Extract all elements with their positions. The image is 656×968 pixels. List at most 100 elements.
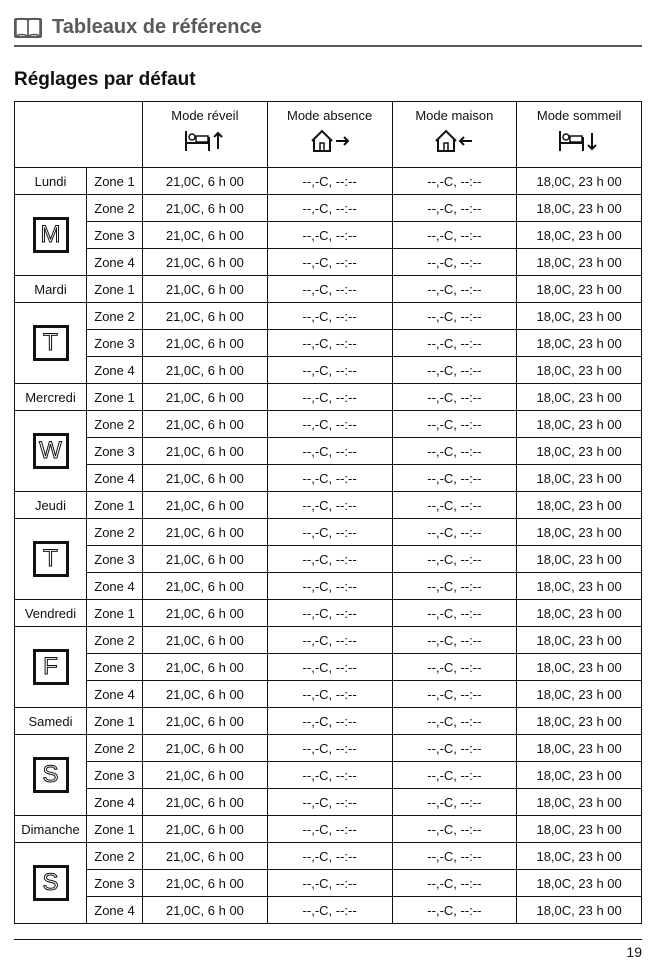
cell-sleep: 18,0C, 23 h 00 <box>517 438 642 465</box>
table-row: Zone 321,0C, 6 h 00--,-C, --:----,-C, --… <box>15 870 642 897</box>
cell-home: --,-C, --:-- <box>392 168 517 195</box>
cell-away: --,-C, --:-- <box>267 249 392 276</box>
mode-header: Mode sommeil <box>517 102 642 168</box>
cell-away: --,-C, --:-- <box>267 789 392 816</box>
cell-home: --,-C, --:-- <box>392 843 517 870</box>
zone-label: Zone 3 <box>87 330 143 357</box>
zone-label: Zone 4 <box>87 897 143 924</box>
zone-label: Zone 4 <box>87 681 143 708</box>
cell-away: --,-C, --:-- <box>267 600 392 627</box>
cell-away: --,-C, --:-- <box>267 492 392 519</box>
cell-wake: 21,0C, 6 h 00 <box>143 276 268 303</box>
cell-home: --,-C, --:-- <box>392 654 517 681</box>
cell-home: --,-C, --:-- <box>392 330 517 357</box>
table-row: Zone 421,0C, 6 h 00--,-C, --:----,-C, --… <box>15 249 642 276</box>
cell-wake: 21,0C, 6 h 00 <box>143 843 268 870</box>
cell-away: --,-C, --:-- <box>267 222 392 249</box>
cell-wake: 21,0C, 6 h 00 <box>143 222 268 249</box>
cell-wake: 21,0C, 6 h 00 <box>143 735 268 762</box>
bed-down-icon <box>557 141 601 156</box>
cell-home: --,-C, --:-- <box>392 897 517 924</box>
cell-home: --,-C, --:-- <box>392 492 517 519</box>
book-icon <box>14 17 42 39</box>
cell-away: --,-C, --:-- <box>267 519 392 546</box>
cell-home: --,-C, --:-- <box>392 519 517 546</box>
cell-sleep: 18,0C, 23 h 00 <box>517 843 642 870</box>
header-empty <box>15 102 143 168</box>
table-row: Zone 321,0C, 6 h 00--,-C, --:----,-C, --… <box>15 438 642 465</box>
cell-away: --,-C, --:-- <box>267 708 392 735</box>
cell-wake: 21,0C, 6 h 00 <box>143 465 268 492</box>
day-letter-icon: T <box>15 303 87 384</box>
section-rule <box>14 45 642 47</box>
table-row: Zone 421,0C, 6 h 00--,-C, --:----,-C, --… <box>15 897 642 924</box>
cell-sleep: 18,0C, 23 h 00 <box>517 222 642 249</box>
cell-away: --,-C, --:-- <box>267 168 392 195</box>
cell-away: --,-C, --:-- <box>267 762 392 789</box>
cell-sleep: 18,0C, 23 h 00 <box>517 708 642 735</box>
table-row: Zone 321,0C, 6 h 00--,-C, --:----,-C, --… <box>15 546 642 573</box>
cell-sleep: 18,0C, 23 h 00 <box>517 789 642 816</box>
cell-sleep: 18,0C, 23 h 00 <box>517 276 642 303</box>
day-name: Jeudi <box>15 492 87 519</box>
cell-sleep: 18,0C, 23 h 00 <box>517 168 642 195</box>
cell-home: --,-C, --:-- <box>392 222 517 249</box>
cell-wake: 21,0C, 6 h 00 <box>143 627 268 654</box>
cell-wake: 21,0C, 6 h 00 <box>143 195 268 222</box>
cell-sleep: 18,0C, 23 h 00 <box>517 330 642 357</box>
footer-rule <box>14 939 642 940</box>
cell-away: --,-C, --:-- <box>267 357 392 384</box>
cell-wake: 21,0C, 6 h 00 <box>143 249 268 276</box>
zone-label: Zone 4 <box>87 789 143 816</box>
cell-home: --,-C, --:-- <box>392 546 517 573</box>
zone-label: Zone 1 <box>87 492 143 519</box>
zone-label: Zone 4 <box>87 573 143 600</box>
mode-header: Mode absence <box>267 102 392 168</box>
zone-label: Zone 4 <box>87 249 143 276</box>
zone-label: Zone 4 <box>87 357 143 384</box>
zone-label: Zone 2 <box>87 195 143 222</box>
zone-label: Zone 2 <box>87 519 143 546</box>
cell-sleep: 18,0C, 23 h 00 <box>517 897 642 924</box>
mode-label: Mode réveil <box>145 108 265 123</box>
day-name: Mardi <box>15 276 87 303</box>
table-row: WZone 221,0C, 6 h 00--,-C, --:----,-C, -… <box>15 411 642 438</box>
cell-away: --,-C, --:-- <box>267 465 392 492</box>
cell-home: --,-C, --:-- <box>392 195 517 222</box>
cell-wake: 21,0C, 6 h 00 <box>143 681 268 708</box>
section-header: Tableaux de référence <box>14 16 642 39</box>
day-letter-icon: S <box>15 735 87 816</box>
table-row: FZone 221,0C, 6 h 00--,-C, --:----,-C, -… <box>15 627 642 654</box>
zone-label: Zone 1 <box>87 816 143 843</box>
cell-sleep: 18,0C, 23 h 00 <box>517 654 642 681</box>
cell-sleep: 18,0C, 23 h 00 <box>517 870 642 897</box>
table-row: SamediZone 121,0C, 6 h 00--,-C, --:----,… <box>15 708 642 735</box>
table-row: SZone 221,0C, 6 h 00--,-C, --:----,-C, -… <box>15 735 642 762</box>
table-row: Zone 321,0C, 6 h 00--,-C, --:----,-C, --… <box>15 330 642 357</box>
cell-away: --,-C, --:-- <box>267 195 392 222</box>
table-row: SZone 221,0C, 6 h 00--,-C, --:----,-C, -… <box>15 843 642 870</box>
cell-wake: 21,0C, 6 h 00 <box>143 492 268 519</box>
header-row: Mode réveil Mode absence <box>15 102 642 168</box>
day-name: Lundi <box>15 168 87 195</box>
day-name: Mercredi <box>15 384 87 411</box>
zone-label: Zone 2 <box>87 735 143 762</box>
zone-label: Zone 2 <box>87 843 143 870</box>
cell-away: --,-C, --:-- <box>267 897 392 924</box>
table-row: Zone 321,0C, 6 h 00--,-C, --:----,-C, --… <box>15 654 642 681</box>
cell-wake: 21,0C, 6 h 00 <box>143 519 268 546</box>
table-row: JeudiZone 121,0C, 6 h 00--,-C, --:----,-… <box>15 492 642 519</box>
cell-sleep: 18,0C, 23 h 00 <box>517 600 642 627</box>
cell-home: --,-C, --:-- <box>392 789 517 816</box>
day-letter-icon: F <box>15 627 87 708</box>
cell-home: --,-C, --:-- <box>392 762 517 789</box>
zone-label: Zone 2 <box>87 627 143 654</box>
table-row: LundiZone 121,0C, 6 h 00--,-C, --:----,-… <box>15 168 642 195</box>
table-row: TZone 221,0C, 6 h 00--,-C, --:----,-C, -… <box>15 303 642 330</box>
table-row: Zone 421,0C, 6 h 00--,-C, --:----,-C, --… <box>15 465 642 492</box>
cell-sleep: 18,0C, 23 h 00 <box>517 411 642 438</box>
subtitle: Réglages par défaut <box>14 69 642 91</box>
zone-label: Zone 1 <box>87 600 143 627</box>
cell-wake: 21,0C, 6 h 00 <box>143 762 268 789</box>
cell-away: --,-C, --:-- <box>267 843 392 870</box>
